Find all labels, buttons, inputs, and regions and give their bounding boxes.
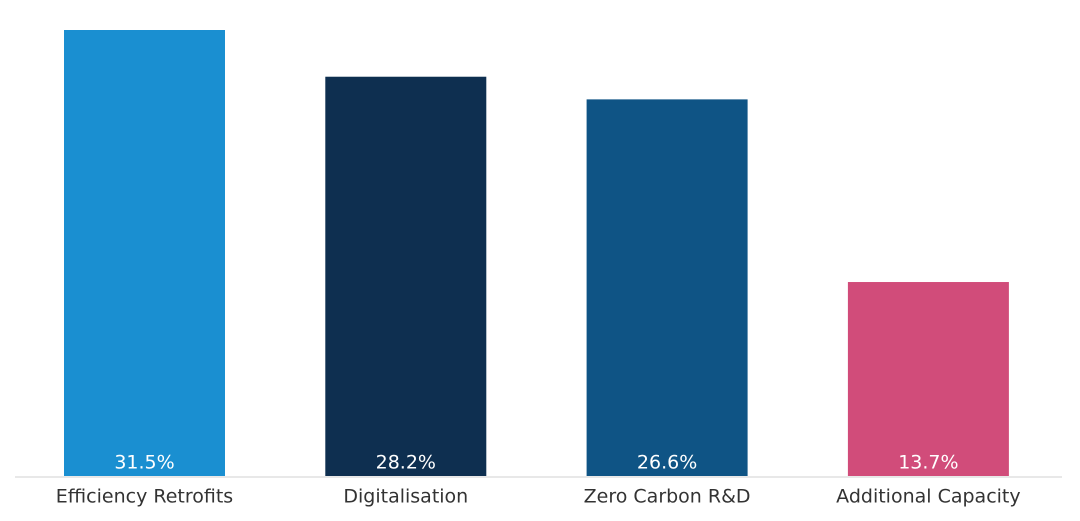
- x-tick-label: Additional Capacity: [836, 486, 1020, 508]
- x-tick-label: Digitalisation: [343, 486, 468, 508]
- bar: [325, 76, 487, 476]
- bar: [847, 282, 1009, 476]
- value-label: 31.5%: [114, 452, 174, 474]
- value-label: 13.7%: [898, 452, 958, 474]
- bar: [64, 30, 225, 476]
- x-tick-label: Efficiency Retrofits: [56, 486, 233, 508]
- value-label: 26.6%: [637, 452, 697, 474]
- x-tick-label: Zero Carbon R&D: [584, 486, 751, 508]
- value-label: 28.2%: [376, 452, 436, 474]
- bar: [586, 99, 748, 476]
